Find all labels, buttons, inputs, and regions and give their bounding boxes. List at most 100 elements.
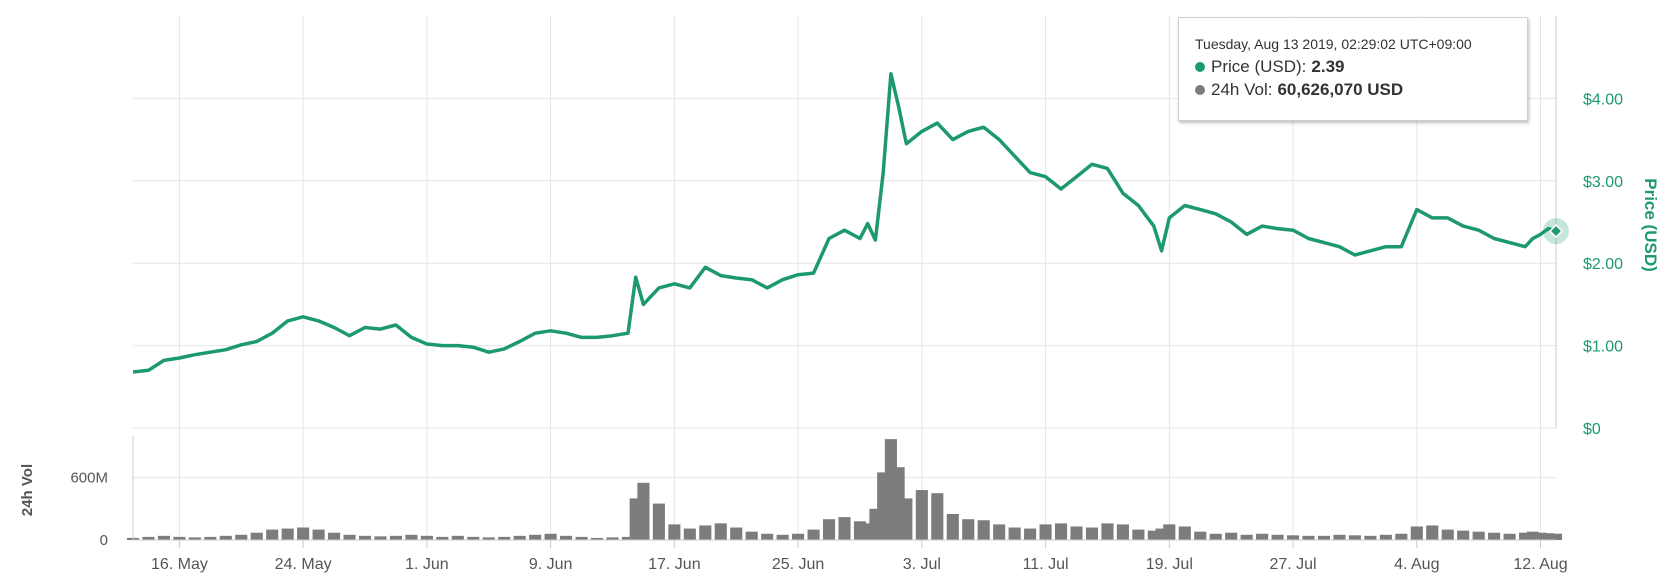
- volume-bar: [637, 482, 650, 540]
- volume-bar: [807, 529, 820, 540]
- volume-axis-title: 24h Vol: [19, 464, 36, 516]
- axes: Price (USD) 24h Vol $0 $1.00 $2.00 $3.00 $4.…: [19, 16, 1660, 549]
- volume-bar: [1039, 524, 1052, 540]
- volume-bar: [714, 523, 727, 540]
- x-tick-label: 11. Jul: [1023, 556, 1069, 573]
- volume-bar: [1542, 533, 1555, 540]
- volume-bar: [1519, 532, 1532, 540]
- volume-bar: [745, 531, 758, 540]
- volume-tick-label: 0: [100, 532, 108, 549]
- volume-bar: [1348, 535, 1361, 540]
- price-tick-label: $2.00: [1583, 256, 1623, 273]
- volume-bar: [142, 536, 155, 540]
- volume-bar: [621, 536, 635, 540]
- volume-bar: [467, 536, 480, 540]
- volume-bar: [1549, 533, 1563, 540]
- price-tick-label: $1.00: [1583, 339, 1623, 356]
- volume-bar: [1302, 535, 1315, 540]
- volume-bar: [1379, 534, 1392, 540]
- x-tick-label: 1. Jun: [405, 556, 449, 573]
- volume-bar: [606, 537, 619, 540]
- volume-bar: [1534, 532, 1547, 540]
- volume-bar: [900, 498, 913, 540]
- volume-bar: [1155, 528, 1168, 540]
- volume-bar: [451, 535, 464, 540]
- x-tick-label: 27. Jul: [1269, 556, 1316, 573]
- volume-bar: [1395, 533, 1408, 540]
- volume-bar: [822, 519, 836, 540]
- volume-bar: [374, 536, 387, 540]
- volume-bar: [312, 529, 325, 540]
- volume-bar: [281, 528, 294, 540]
- volume-bar: [420, 535, 433, 540]
- tooltip-vol-row: 24h Vol: 60,626,070 USD: [1195, 80, 1527, 100]
- volume-bar: [1410, 526, 1423, 540]
- volume-bar: [266, 529, 279, 540]
- volume-bar: [204, 536, 217, 540]
- volume-bar: [590, 537, 604, 540]
- volume-bar: [436, 536, 449, 540]
- volume-bar: [560, 535, 573, 540]
- volume-bar: [1472, 531, 1485, 540]
- volume-tick-label: 600M: [70, 470, 108, 487]
- volume-bar: [157, 535, 170, 540]
- tooltip-price-value: 2.39: [1311, 57, 1345, 76]
- volume-bar: [683, 528, 696, 540]
- volume-bar: [838, 517, 851, 540]
- volume-bar: [1070, 526, 1083, 540]
- volume-bar: [405, 534, 418, 540]
- hover-point: [1548, 224, 1564, 239]
- volume-bar: [1008, 527, 1021, 540]
- price-line[interactable]: [132, 71, 1557, 374]
- volume-bar: [1256, 533, 1269, 540]
- price-dot-icon: [1195, 62, 1205, 72]
- volume-bar: [1209, 533, 1222, 540]
- volume-bar: [962, 519, 975, 540]
- volume-bar: [1333, 534, 1346, 540]
- volume-bar: [1441, 529, 1454, 540]
- volume-bar: [358, 535, 372, 540]
- volume-bar: [652, 503, 665, 540]
- volume-bar: [482, 537, 495, 540]
- tooltip-price-label: Price (USD):: [1211, 57, 1307, 76]
- x-tick-label: 17. Jun: [648, 556, 700, 573]
- volume-bar: [730, 527, 743, 540]
- volume-bar: [1457, 530, 1470, 540]
- volume-bar: [699, 525, 712, 540]
- x-tick-label: 24. May: [275, 556, 332, 573]
- volume-bar: [498, 536, 511, 540]
- volume-bar: [328, 532, 341, 540]
- volume-bar: [1101, 523, 1114, 540]
- volume-bar: [931, 493, 944, 540]
- volume-bar: [1240, 534, 1253, 540]
- price-series[interactable]: [132, 71, 1557, 374]
- volume-bar: [1178, 526, 1191, 540]
- x-tick-label: 12. Aug: [1513, 556, 1567, 573]
- volume-bar: [1317, 535, 1331, 540]
- volume-bar: [915, 490, 928, 540]
- volume-bar: [544, 533, 557, 540]
- x-tick-label: 9. Jun: [529, 556, 573, 573]
- volume-bar: [1426, 525, 1439, 540]
- volume-bar: [1163, 524, 1176, 540]
- volume-bar: [1503, 533, 1516, 540]
- volume-bars: [126, 439, 1563, 540]
- x-tick-label: 16. May: [151, 556, 208, 573]
- volume-bar: [668, 524, 681, 540]
- x-tick-label: 19. Jul: [1146, 556, 1193, 573]
- x-axis-ticks: 16. May 24. May 1. Jun 9. Jun 17. Jun 25. Jun…: [151, 540, 1568, 573]
- volume-bar: [235, 534, 248, 540]
- volume-bar: [1147, 530, 1160, 540]
- tooltip: Tuesday, Aug 13 2019, 02:29:02 UTC+09:00…: [1178, 17, 1528, 121]
- volume-bar: [575, 536, 588, 540]
- volume-bar: [1194, 531, 1207, 540]
- volume-bar: [1225, 532, 1238, 540]
- volume-bar: [529, 534, 542, 540]
- volume-bar: [250, 532, 263, 540]
- volume-bar: [389, 535, 402, 540]
- price-axis-title: Price (USD): [1641, 178, 1660, 272]
- volume-bar: [1054, 523, 1068, 540]
- volume-bar: [1287, 535, 1300, 540]
- volume-bar: [188, 537, 201, 540]
